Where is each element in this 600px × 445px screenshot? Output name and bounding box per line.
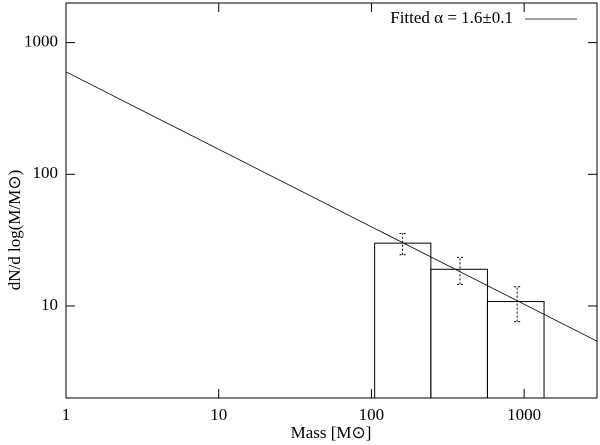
x-axis-label: Mass [M⊙] xyxy=(291,423,372,442)
y-tick-label: 100 xyxy=(33,163,59,182)
x-tick-label: 100 xyxy=(359,405,385,424)
x-tick-label: 1000 xyxy=(507,405,541,424)
error-bar xyxy=(514,286,521,323)
y-axis-label: dN/d log(M/M⊙) xyxy=(5,170,24,291)
bar xyxy=(374,242,432,399)
y-tick-label: 1000 xyxy=(24,32,58,51)
legend-label: Fitted α = 1.6±0.1 xyxy=(390,8,513,27)
bar xyxy=(430,268,488,399)
error-bar xyxy=(456,256,463,285)
error-bar xyxy=(399,233,406,256)
x-tick-label: 10 xyxy=(210,405,227,424)
y-tick-label: 10 xyxy=(41,295,58,314)
fit-line xyxy=(66,71,597,342)
plot-frame xyxy=(65,2,598,399)
x-tick-label: 1 xyxy=(62,405,71,424)
bar xyxy=(486,301,545,399)
